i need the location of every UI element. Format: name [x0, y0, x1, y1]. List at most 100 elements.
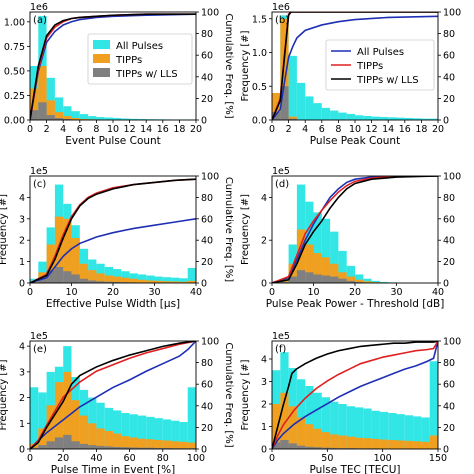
cdf-line-tipps-w-lls	[30, 13, 196, 120]
y-tick-label: 2	[261, 236, 267, 247]
bar-tipps-11	[121, 277, 130, 283]
legend-label: TIPPs w/ LLS	[356, 75, 419, 86]
y-tick-label: 4	[261, 193, 267, 204]
y-tick-label: 0.25	[4, 91, 25, 102]
y-right-tick-label: 60	[443, 51, 455, 62]
bar-all-pulses-10	[113, 118, 122, 120]
x-tick-label: 30	[148, 287, 160, 298]
y-right-tick-label: 60	[201, 380, 213, 391]
bar-tipps-8	[96, 428, 105, 449]
bar-tipps-w-lls-6	[79, 443, 89, 449]
bar-tipps-17	[413, 441, 422, 449]
x-tick-label: 18	[415, 124, 427, 135]
bar-tipps-14	[388, 440, 397, 449]
bar-all-pulses-9	[104, 266, 113, 283]
bar-tipps-w-lls-9	[104, 446, 113, 449]
y-tick-label: 1	[19, 419, 25, 430]
bar-all-pulses-8	[338, 404, 347, 449]
bar-all-pulses-19	[187, 387, 196, 449]
bar-all-pulses-9	[346, 406, 355, 449]
bar-tipps-10	[355, 279, 364, 283]
x-tick-label: 2	[44, 124, 50, 135]
y-tick-label: 3	[19, 367, 25, 378]
bar-all-pulses-8	[96, 117, 105, 120]
bar-tipps-w-lls-1	[38, 278, 47, 283]
y-right-tick-label: 20	[201, 94, 213, 105]
y-right-tick-label: 100	[443, 8, 461, 19]
bar-tipps-2	[46, 100, 55, 120]
y-right-tick-label: 40	[201, 401, 213, 412]
bar-tipps-18	[179, 441, 188, 449]
bar-tipps-6	[321, 432, 331, 449]
bar-tipps-5	[71, 400, 80, 449]
panel-5: 0 20 40 60 80 100012340204060801001e5(e)Pulse…	[0, 331, 234, 474]
bar-tipps-11	[363, 438, 372, 449]
bar-tipps-17	[171, 441, 180, 449]
bar-tipps-7	[88, 270, 97, 283]
bar-all-pulses-11	[121, 118, 130, 120]
bar-tipps-13	[379, 439, 389, 449]
bar-tipps-16	[162, 440, 172, 449]
bar-all-pulses-11	[363, 278, 372, 283]
bar-all-pulses-15	[154, 276, 163, 283]
y-right-tick-label: 60	[443, 214, 455, 225]
bar-tipps-w-lls-9	[346, 448, 355, 449]
x-tick-label: 8	[335, 124, 341, 135]
bar-all-pulses-6	[79, 114, 89, 120]
x-tick-label: 8	[93, 124, 99, 135]
y-right-tick-label: 100	[443, 172, 461, 183]
bar-tipps-11	[363, 281, 372, 283]
cdf-line-all-pulses	[30, 341, 196, 449]
bar-tipps-6	[321, 257, 331, 283]
bar-tipps-w-lls-5	[313, 274, 322, 283]
bar-all-pulses-11	[363, 408, 372, 449]
x-tick-label: 0	[269, 124, 275, 135]
y-right-tick-label: 40	[443, 236, 455, 247]
bar-all-pulses-4	[305, 201, 314, 283]
bar-tipps-w-lls-2	[288, 118, 297, 120]
bar-tipps-5	[71, 118, 80, 120]
y-right-tick-label: 0	[201, 116, 207, 127]
bar-tipps-w-lls-16	[162, 447, 172, 449]
bar-all-pulses-12	[371, 280, 380, 283]
y-tick-label: 0	[19, 279, 25, 290]
bar-tipps-w-lls-7	[88, 280, 97, 283]
y-axis-label: Frequency [#]	[240, 194, 251, 265]
bar-all-pulses-17	[171, 277, 180, 283]
bar-tipps-14	[146, 439, 155, 449]
bar-all-pulses-6	[321, 107, 331, 120]
bar-all-pulses-10	[355, 115, 364, 120]
bar-tipps-w-lls-0	[272, 442, 281, 449]
bar-all-pulses-15	[396, 414, 405, 449]
bar-tipps-0	[272, 404, 281, 449]
legend-label: TIPPs	[115, 55, 142, 66]
bar-tipps-w-lls-3	[54, 266, 64, 283]
cdf-line-all-pulses	[272, 15, 438, 120]
cdf-line-all-pulses	[30, 13, 196, 120]
x-tick-label: 16	[157, 124, 169, 135]
y-tick-label: 4	[19, 193, 25, 204]
cdf-line-all-pulses	[272, 341, 438, 449]
y-right-tick-label: 0	[201, 445, 207, 456]
bar-tipps-15	[396, 440, 405, 449]
bar-tipps-14	[146, 280, 155, 283]
axis-multiplier: 1e6	[272, 2, 290, 13]
bar-all-pulses-5	[313, 103, 322, 120]
x-tick-label: 10	[107, 124, 119, 135]
bar-all-pulses-18	[421, 118, 430, 120]
x-tick-label: 10	[307, 287, 319, 298]
bar-tipps-w-lls-0	[30, 110, 39, 120]
bar-all-pulses-10	[113, 410, 122, 449]
x-tick-label: 20	[57, 453, 69, 464]
bar-tipps-w-lls-8	[96, 281, 105, 283]
bar-tipps-w-lls-2	[46, 441, 55, 449]
y-tick-label: 3	[19, 214, 25, 225]
bar-all-pulses-5	[313, 212, 322, 283]
cdf-line-tipps-w-lls	[272, 176, 438, 283]
x-tick-label: 4	[302, 124, 308, 135]
y-right-tick-label: 100	[201, 337, 219, 348]
cdf-line-all-pulses	[30, 218, 196, 283]
x-tick-label: 100	[187, 453, 205, 464]
x-tick-label: 0	[269, 453, 275, 464]
